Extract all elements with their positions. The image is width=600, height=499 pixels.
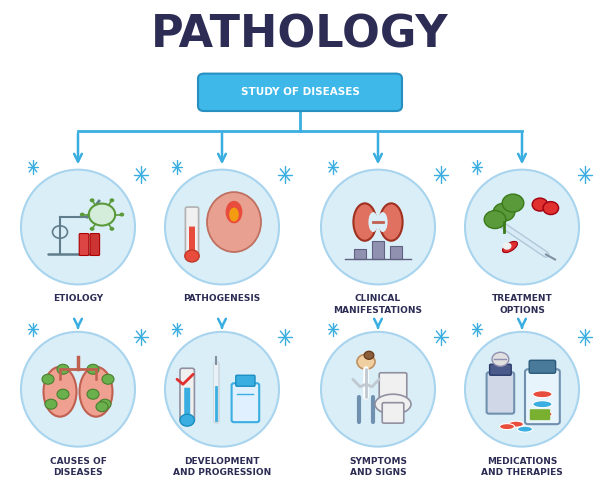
Ellipse shape — [503, 242, 517, 252]
FancyBboxPatch shape — [180, 368, 194, 422]
Circle shape — [42, 374, 54, 384]
Ellipse shape — [499, 424, 515, 430]
Ellipse shape — [226, 201, 242, 224]
Text: SYMPTOMS
AND SIGNS: SYMPTOMS AND SIGNS — [349, 457, 407, 477]
Circle shape — [110, 198, 115, 202]
Circle shape — [492, 352, 509, 366]
Circle shape — [543, 202, 559, 215]
Ellipse shape — [378, 212, 388, 232]
FancyBboxPatch shape — [382, 403, 404, 423]
Bar — [354, 249, 366, 259]
FancyBboxPatch shape — [185, 207, 199, 257]
Circle shape — [57, 364, 69, 374]
FancyBboxPatch shape — [529, 360, 556, 373]
Bar — [372, 241, 384, 259]
FancyBboxPatch shape — [79, 234, 89, 255]
Circle shape — [484, 211, 506, 229]
Circle shape — [357, 354, 375, 369]
Ellipse shape — [502, 242, 512, 250]
Ellipse shape — [207, 192, 261, 252]
Circle shape — [90, 227, 95, 231]
Ellipse shape — [465, 170, 579, 284]
Text: ETIOLOGY: ETIOLOGY — [53, 294, 103, 303]
Circle shape — [80, 213, 85, 217]
Text: CLINICAL
MANIFESTATIONS: CLINICAL MANIFESTATIONS — [334, 294, 422, 314]
FancyBboxPatch shape — [490, 364, 511, 375]
Circle shape — [185, 250, 199, 262]
FancyBboxPatch shape — [236, 375, 255, 386]
FancyBboxPatch shape — [184, 388, 190, 419]
Circle shape — [110, 227, 115, 231]
Ellipse shape — [44, 367, 77, 417]
Circle shape — [502, 194, 524, 212]
FancyBboxPatch shape — [525, 369, 560, 424]
Circle shape — [87, 389, 99, 399]
Ellipse shape — [368, 212, 378, 232]
Ellipse shape — [375, 394, 411, 414]
Ellipse shape — [21, 332, 135, 447]
Circle shape — [364, 351, 374, 359]
Circle shape — [119, 213, 124, 217]
FancyBboxPatch shape — [189, 227, 195, 255]
FancyBboxPatch shape — [90, 234, 100, 255]
Circle shape — [89, 204, 115, 226]
Text: STUDY OF DISEASES: STUDY OF DISEASES — [241, 87, 359, 97]
Text: DEVELOPMENT
AND PROGRESSION: DEVELOPMENT AND PROGRESSION — [173, 457, 271, 477]
Ellipse shape — [165, 170, 279, 284]
Circle shape — [493, 203, 515, 221]
Circle shape — [90, 198, 95, 202]
Circle shape — [96, 402, 108, 412]
Ellipse shape — [533, 391, 552, 398]
Ellipse shape — [321, 170, 435, 284]
FancyBboxPatch shape — [198, 74, 402, 111]
Circle shape — [57, 389, 69, 399]
Text: MEDICATIONS
AND THERAPIES: MEDICATIONS AND THERAPIES — [481, 457, 563, 477]
Circle shape — [102, 374, 114, 384]
FancyBboxPatch shape — [379, 373, 407, 398]
Ellipse shape — [380, 204, 403, 241]
Circle shape — [45, 399, 57, 409]
Ellipse shape — [517, 426, 533, 432]
FancyBboxPatch shape — [530, 409, 550, 420]
Bar — [483, 195, 561, 259]
Ellipse shape — [229, 208, 239, 222]
Ellipse shape — [165, 332, 279, 447]
Ellipse shape — [533, 411, 552, 418]
FancyBboxPatch shape — [487, 372, 514, 414]
Bar — [390, 246, 402, 259]
Ellipse shape — [509, 421, 523, 427]
Ellipse shape — [353, 204, 376, 241]
Circle shape — [532, 198, 548, 211]
Text: TREATMENT
OPTIONS: TREATMENT OPTIONS — [491, 294, 553, 314]
Ellipse shape — [465, 332, 579, 447]
Text: PATHOGENESIS: PATHOGENESIS — [184, 294, 260, 303]
Circle shape — [180, 414, 194, 426]
Circle shape — [99, 399, 111, 409]
Text: PATHOLOGY: PATHOLOGY — [151, 13, 449, 56]
Ellipse shape — [21, 170, 135, 284]
Ellipse shape — [79, 367, 113, 417]
Ellipse shape — [533, 401, 552, 408]
Ellipse shape — [321, 332, 435, 447]
FancyBboxPatch shape — [232, 383, 259, 422]
Circle shape — [87, 364, 99, 374]
Text: CAUSES OF
DISEASES: CAUSES OF DISEASES — [50, 457, 106, 477]
